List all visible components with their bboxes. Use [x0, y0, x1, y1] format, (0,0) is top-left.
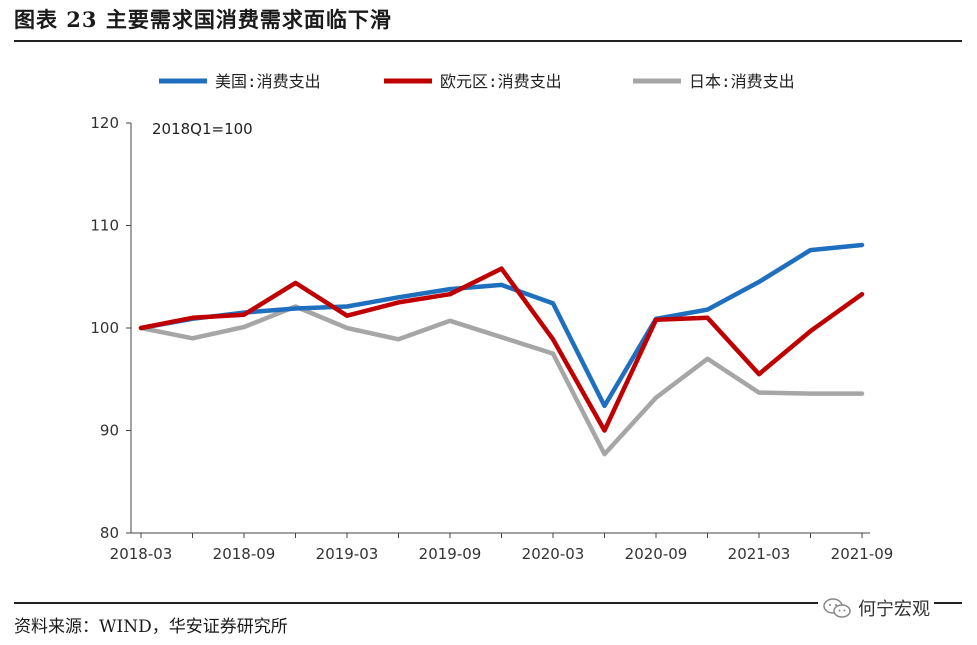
data-point	[397, 295, 401, 299]
x-tick-label: 2018-09	[213, 545, 276, 563]
y-tick-label: 110	[90, 217, 119, 235]
data-point	[809, 329, 813, 333]
y-tick-label: 100	[90, 319, 119, 337]
legend: 美国:消费支出 欧元区:消费支出 日本:消费支出	[159, 72, 795, 91]
title-divider	[14, 40, 962, 42]
data-point	[757, 280, 761, 284]
data-point	[294, 307, 298, 311]
data-point	[500, 283, 504, 287]
series-layer	[138, 242, 865, 457]
x-tick-label: 2021-03	[728, 545, 791, 563]
data-point	[345, 304, 349, 308]
data-point	[191, 316, 195, 320]
data-point	[345, 326, 349, 330]
legend-item: 欧元区:消费支出	[384, 72, 562, 91]
y-tick-label: 90	[100, 422, 119, 440]
data-point	[191, 336, 195, 340]
data-point	[809, 392, 813, 396]
watermark: 何宁宏观	[818, 595, 934, 621]
data-point	[757, 372, 761, 376]
line-chart: 80 90 100 110 120 2018-03 2018-09 2019-03 2019-…	[90, 72, 894, 563]
data-point	[706, 308, 710, 312]
source-note: 资料来源：WIND，华安证券研究所	[14, 617, 288, 637]
legend-label: 日本:消费支出	[689, 72, 795, 91]
x-axis: 2018-03 2018-09 2019-03 2019-09 2020-03 2020-…	[110, 532, 894, 563]
source-divider	[14, 602, 962, 604]
data-point	[757, 391, 761, 395]
data-point	[448, 287, 452, 291]
data-point	[860, 243, 864, 247]
y-axis: 80 90 100 110 120	[90, 114, 132, 542]
data-point	[139, 326, 143, 330]
x-tick-label: 2018-03	[110, 545, 173, 563]
legend-item: 美国:消费支出	[159, 72, 321, 91]
legend-item: 日本:消费支出	[633, 72, 795, 91]
figure-title: 图表 23 主要需求国消费需求面临下滑	[14, 7, 392, 32]
wechat-icon	[823, 598, 851, 618]
chart-note: 2018Q1=100	[152, 120, 253, 138]
data-point	[500, 267, 504, 271]
data-point	[706, 316, 710, 320]
data-point	[706, 357, 710, 361]
data-point	[551, 352, 555, 356]
data-point	[551, 337, 555, 341]
series-0	[138, 242, 865, 409]
legend-label: 欧元区:消费支出	[440, 72, 562, 91]
series-line	[138, 304, 865, 457]
data-point	[603, 404, 607, 408]
data-point	[654, 396, 658, 400]
data-point	[500, 335, 504, 339]
watermark-label: 何宁宏观	[858, 599, 930, 620]
series-2	[138, 304, 865, 457]
data-point	[654, 318, 658, 322]
data-point	[860, 292, 864, 296]
x-tick-label: 2020-09	[625, 545, 688, 563]
data-point	[397, 337, 401, 341]
series-line	[138, 266, 865, 433]
data-point	[242, 313, 246, 317]
legend-label: 美国:消费支出	[215, 72, 321, 91]
data-point	[603, 429, 607, 433]
x-tick-label: 2019-09	[419, 545, 482, 563]
data-point	[294, 281, 298, 285]
series-1	[138, 266, 865, 433]
x-tick-label: 2019-03	[316, 545, 379, 563]
data-point	[448, 319, 452, 323]
data-point	[448, 292, 452, 296]
y-tick-label: 120	[90, 114, 119, 132]
data-point	[397, 300, 401, 304]
x-tick-label: 2021-09	[831, 545, 894, 563]
x-tick-label: 2020-03	[522, 545, 585, 563]
data-point	[860, 392, 864, 396]
data-point	[345, 314, 349, 318]
data-point	[603, 452, 607, 456]
y-tick-label: 80	[100, 524, 119, 542]
data-point	[809, 248, 813, 252]
series-line	[138, 242, 865, 409]
data-point	[242, 325, 246, 329]
data-point	[551, 301, 555, 305]
